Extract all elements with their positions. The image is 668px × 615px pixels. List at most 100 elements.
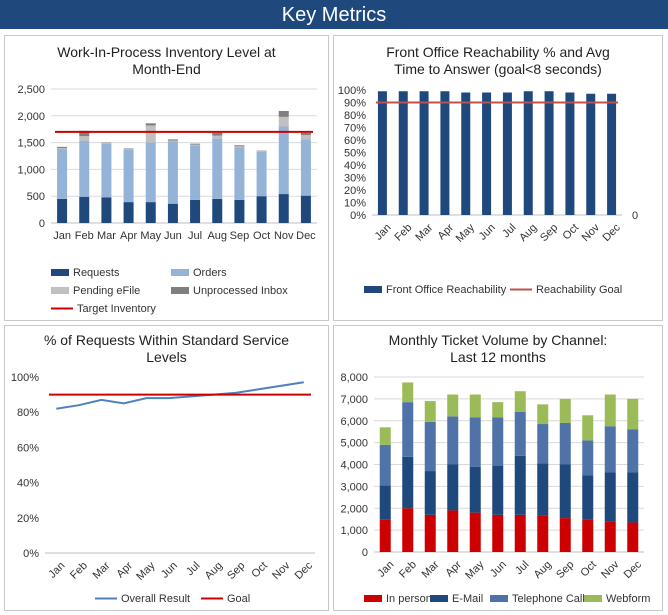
wip-bar-requests xyxy=(101,197,112,223)
wip-bar-pending-efile xyxy=(212,135,223,139)
wip-bar-orders xyxy=(145,142,156,203)
reach-bar-front-office-reachability xyxy=(544,91,554,215)
tickets-bar-telephone-call xyxy=(514,412,526,456)
wip-x-tick-label: Jul xyxy=(188,230,202,242)
wip-bar-requests xyxy=(212,198,223,223)
sla-y-tick-label: 100% xyxy=(11,372,39,384)
tickets-y-tick-label: 1,000 xyxy=(340,525,368,537)
reach-bar-front-office-reachability xyxy=(565,92,575,215)
tickets-bar-webform xyxy=(469,394,481,418)
tickets-x-tick-label: Sep xyxy=(554,559,576,581)
reach-bar-front-office-reachability xyxy=(607,93,617,215)
wip-bar-requests xyxy=(57,198,68,223)
tickets-bar-in-person xyxy=(582,519,594,552)
wip-chart-title-line-2: Month-End xyxy=(132,61,201,77)
tickets-bar-in-person xyxy=(627,522,639,552)
tickets-x-tick-label: Jul xyxy=(513,559,531,577)
reach-y-tick-label: 20% xyxy=(344,185,366,197)
wip-bar-requests xyxy=(167,203,178,223)
wip-bar-pending-efile xyxy=(234,146,245,148)
tickets-bar-webform xyxy=(492,402,504,418)
sla-legend-label: Goal xyxy=(227,593,250,605)
sla-y-tick-label: 20% xyxy=(17,513,39,525)
wip-bar-orders xyxy=(234,147,245,200)
tickets-bar-webform xyxy=(424,401,436,422)
reach-y-tick-label: 80% xyxy=(344,110,366,122)
page-title: Key Metrics xyxy=(0,0,668,29)
wip-y-tick-label: 2,000 xyxy=(17,111,45,123)
tickets-x-tick-label: Oct xyxy=(578,559,599,580)
wip-bar-orders xyxy=(79,140,90,197)
wip-bar-unprocessed-inbox xyxy=(212,132,223,136)
wip-bar-unprocessed-inbox xyxy=(101,142,112,144)
sla-x-tick-label: Feb xyxy=(68,560,90,582)
wip-bar-unprocessed-inbox xyxy=(278,110,289,117)
tickets-x-tick-label: May xyxy=(463,558,487,582)
wip-bar-unprocessed-inbox xyxy=(234,145,245,147)
reach-x-tick-label: Apr xyxy=(436,221,457,242)
tickets-x-tick-label: Nov xyxy=(599,558,622,581)
tickets-y-tick-label: 6,000 xyxy=(340,416,368,428)
tickets-bar-e-mail xyxy=(537,463,549,516)
wip-legend-swatch xyxy=(171,287,189,294)
tickets-bar-telephone-call xyxy=(537,424,549,464)
reach-x-tick-label: Nov xyxy=(580,221,603,244)
reach-bar-front-office-reachability xyxy=(419,91,429,215)
tickets-x-tick-label: Mar xyxy=(420,558,442,580)
wip-bar-requests xyxy=(300,195,311,223)
reach-legend-label: Front Office Reachability xyxy=(386,284,507,296)
wip-bar-pending-efile xyxy=(79,136,90,141)
wip-bar-unprocessed-inbox xyxy=(190,143,201,145)
wip-bar-orders xyxy=(212,138,223,199)
sla-x-tick-label: Oct xyxy=(249,560,270,581)
wip-legend-swatch xyxy=(171,269,189,276)
wip-bar-orders xyxy=(101,143,112,198)
sla-x-tick-label: Mar xyxy=(91,559,113,581)
wip-bar-orders xyxy=(123,149,134,203)
tickets-bar-telephone-call xyxy=(402,402,414,457)
tickets-bar-e-mail xyxy=(559,464,571,519)
wip-chart-title-line-1: Work-In-Process Inventory Level at xyxy=(57,44,276,60)
tickets-bar-in-person xyxy=(424,514,436,552)
tickets-bar-e-mail xyxy=(514,455,526,515)
reach-y-tick-label: 100% xyxy=(338,85,366,97)
sla-x-tick-label: Aug xyxy=(203,560,225,582)
reach-chart-title-line-1: Front Office Reachability % and Avg xyxy=(386,44,610,60)
wip-bar-requests xyxy=(123,202,134,223)
wip-bar-unprocessed-inbox xyxy=(57,146,68,148)
tickets-bar-in-person xyxy=(447,510,459,552)
reach-y-tick-label: 40% xyxy=(344,160,366,172)
wip-bar-unprocessed-inbox xyxy=(123,148,134,150)
wip-bar-pending-efile xyxy=(300,135,311,140)
sla-x-tick-label: May xyxy=(134,559,158,583)
wip-bar-orders xyxy=(57,149,68,199)
tickets-x-tick-label: Aug xyxy=(532,559,554,581)
tickets-y-tick-label: 5,000 xyxy=(340,438,368,450)
sla-x-tick-label: Dec xyxy=(293,559,316,582)
tickets-legend-swatch xyxy=(584,595,602,602)
reach-x-tick-label: Oct xyxy=(561,222,582,243)
tickets-bar-webform xyxy=(514,391,526,412)
tickets-legend-label: Webform xyxy=(606,593,650,605)
reach-x-tick-label: May xyxy=(454,221,478,245)
wip-x-tick-label: Apr xyxy=(120,230,137,242)
sla-chart-plot: 0% 20% 40% 60% 80% 100% Jan Feb Mar Apr May Jun Jul A… xyxy=(11,372,316,605)
wip-bar-requests xyxy=(145,202,156,223)
tickets-y-tick-label: 7,000 xyxy=(340,394,368,406)
sla-y-tick-label: 80% xyxy=(17,407,39,419)
wip-bar-pending-efile xyxy=(190,144,201,146)
tickets-bar-telephone-call xyxy=(604,426,616,473)
sla-x-tick-label: Apr xyxy=(114,559,135,580)
wip-legend-swatch xyxy=(51,287,69,294)
wip-bar-requests xyxy=(79,196,90,223)
tickets-bar-webform xyxy=(447,394,459,417)
reach-x-tick-label: Mar xyxy=(413,221,435,243)
wip-legend-swatch xyxy=(51,269,69,276)
sla-y-tick-label: 0% xyxy=(23,548,39,560)
wip-bar-unprocessed-inbox xyxy=(145,123,156,126)
tickets-bar-e-mail xyxy=(447,464,459,511)
ticket-chart-title-line-1: Monthly Ticket Volume by Channel: xyxy=(388,332,608,348)
wip-chart-title: Work-In-Process Inventory Level at Month… xyxy=(5,44,328,78)
wip-x-tick-label: Mar xyxy=(97,230,116,242)
wip-x-tick-label: Aug xyxy=(207,230,227,242)
